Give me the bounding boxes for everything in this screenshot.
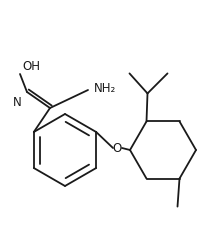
Text: O: O bbox=[112, 142, 122, 155]
Text: N: N bbox=[13, 96, 22, 109]
Text: OH: OH bbox=[22, 60, 40, 73]
Text: NH₂: NH₂ bbox=[94, 82, 116, 94]
